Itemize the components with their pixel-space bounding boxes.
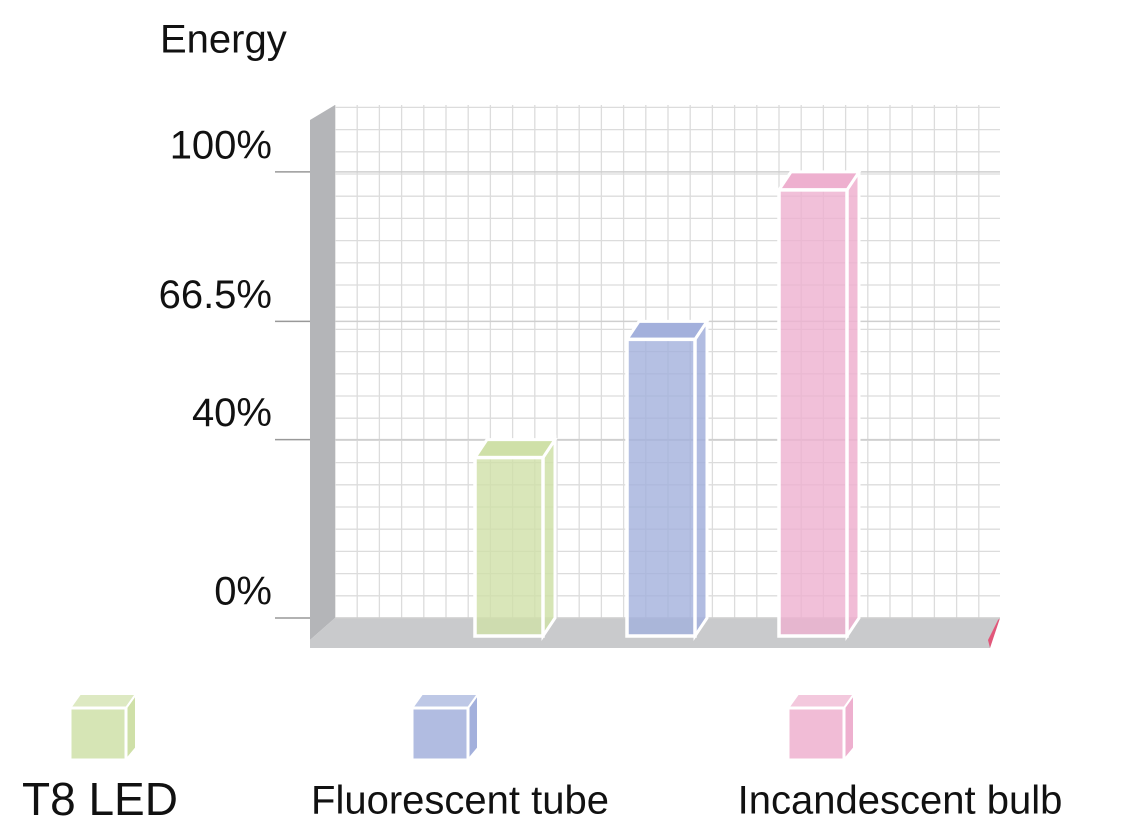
legend-label: Incandescent bulb <box>738 779 1063 823</box>
bar-top <box>776 170 862 192</box>
y-tick-label: 100% <box>170 123 272 167</box>
floor-corner <box>988 618 1000 648</box>
bar-side <box>541 434 557 641</box>
bar <box>625 337 697 638</box>
left-wall <box>310 105 335 640</box>
legend-label: T8 LED <box>22 773 178 825</box>
bar <box>473 455 545 638</box>
bar-top <box>472 438 558 460</box>
legend-swatch-top <box>68 693 138 709</box>
legend-swatch-top <box>786 693 856 709</box>
y-tick-label: 0% <box>214 570 272 614</box>
y-tick-label: 66.5% <box>159 273 272 317</box>
legend-swatch-top <box>410 693 480 709</box>
background-grid <box>334 105 1000 619</box>
bar <box>777 188 849 638</box>
y-tick-label: 40% <box>192 391 272 435</box>
legend-swatch <box>786 706 846 762</box>
bar-top <box>624 319 710 341</box>
bar-side <box>693 316 709 641</box>
chart-title: Energy <box>160 18 287 62</box>
bar-side <box>845 166 861 641</box>
legend-label: Fluorescent tube <box>311 779 609 823</box>
legend-swatch <box>410 706 470 762</box>
legend-swatch <box>68 706 128 762</box>
